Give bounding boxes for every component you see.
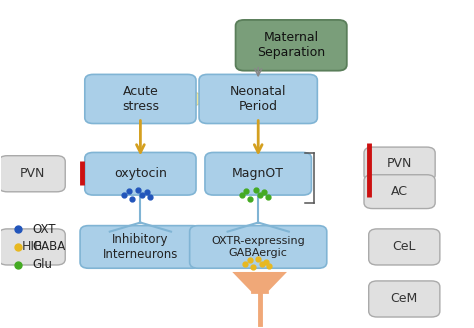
FancyBboxPatch shape (364, 175, 435, 209)
FancyBboxPatch shape (190, 226, 327, 268)
Text: CeM: CeM (391, 293, 418, 305)
FancyBboxPatch shape (80, 226, 201, 268)
FancyBboxPatch shape (369, 229, 440, 265)
Text: MagnOT: MagnOT (232, 167, 284, 180)
FancyBboxPatch shape (205, 153, 311, 195)
Text: Glu: Glu (32, 258, 52, 271)
Text: AC: AC (391, 185, 408, 198)
Text: Maternal
Separation: Maternal Separation (257, 31, 325, 59)
FancyBboxPatch shape (369, 281, 440, 317)
Text: HIP: HIP (22, 240, 42, 254)
FancyBboxPatch shape (85, 74, 196, 124)
Text: Acute
stress: Acute stress (122, 85, 159, 113)
Text: Inhibitory
Interneurons: Inhibitory Interneurons (103, 233, 178, 261)
Text: OXTR-expressing
GABAergic: OXTR-expressing GABAergic (211, 236, 305, 258)
Text: PVN: PVN (387, 157, 412, 171)
Text: GABA: GABA (32, 240, 65, 254)
FancyBboxPatch shape (0, 156, 65, 192)
FancyBboxPatch shape (199, 74, 318, 124)
FancyBboxPatch shape (85, 153, 196, 195)
Text: OXT: OXT (32, 222, 55, 236)
FancyArrow shape (186, 87, 208, 111)
Polygon shape (232, 272, 287, 293)
Text: PVN: PVN (19, 167, 45, 180)
FancyBboxPatch shape (236, 20, 347, 71)
FancyBboxPatch shape (0, 229, 65, 265)
Text: Neonatal
Period: Neonatal Period (230, 85, 286, 113)
Text: oxytocin: oxytocin (114, 167, 167, 180)
Text: CeL: CeL (392, 240, 416, 254)
FancyBboxPatch shape (364, 147, 435, 181)
